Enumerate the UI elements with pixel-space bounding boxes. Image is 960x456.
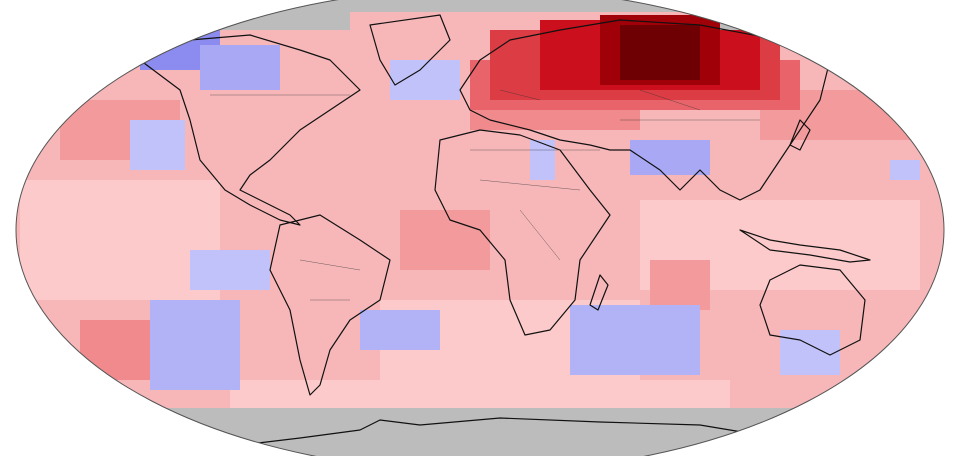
africa-coast — [434, 129, 611, 336]
australia-coast — [759, 264, 866, 356]
warm-anomaly — [650, 260, 710, 310]
japan-coast — [789, 119, 811, 151]
indonesia-coast — [739, 229, 871, 263]
political-borders — [210, 89, 760, 301]
north-america-coast — [139, 34, 361, 226]
no-data — [16, 408, 944, 456]
madagascar-coast — [589, 274, 609, 311]
cool-anomaly — [630, 140, 710, 175]
cool-anomaly — [130, 120, 185, 170]
no-data — [720, 0, 840, 30]
cool-anomaly — [780, 330, 840, 375]
cool-anomaly — [200, 45, 280, 90]
cool-anomaly — [150, 300, 240, 390]
warm-anomaly — [470, 110, 640, 130]
south-america-coast — [269, 214, 391, 396]
cool-anomaly — [570, 305, 700, 375]
cool-anomaly — [390, 60, 460, 100]
europe-asia-coast — [459, 19, 831, 201]
light-anomaly — [20, 180, 220, 300]
cool-anomaly — [190, 250, 270, 290]
antarctica-coast — [199, 417, 801, 451]
greenland-coast — [369, 14, 451, 86]
no-data — [150, 0, 350, 30]
cool-anomaly — [890, 160, 920, 180]
hot-anomaly — [620, 25, 700, 80]
cool-anomaly — [530, 140, 555, 180]
warm-anomaly — [400, 210, 490, 270]
no-data — [16, 0, 944, 12]
light-anomaly — [230, 380, 730, 410]
cool-anomaly — [360, 310, 440, 350]
globe-outline — [15, 0, 945, 456]
